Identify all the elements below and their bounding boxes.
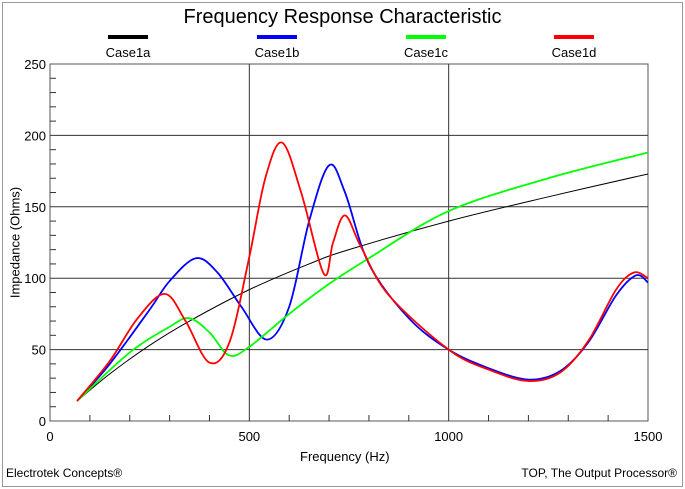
chart-title: Frequency Response Characteristic: [183, 6, 502, 28]
x-tick-label: 0: [46, 429, 53, 444]
legend-label: Case1a: [106, 45, 152, 60]
series-line-case1d: [76, 141, 649, 402]
footer-right: TOP, The Output Processor®: [521, 466, 677, 480]
y-tick-label: 0: [39, 414, 46, 429]
footer-left: Electrotek Concepts®: [6, 466, 123, 480]
series-line-case1a: [76, 173, 649, 402]
y-tick-label: 100: [24, 271, 46, 286]
y-tick-label: 50: [32, 343, 46, 358]
y-axis-label: Impedance (Ohms): [7, 186, 23, 299]
x-tick-label: 500: [238, 429, 260, 444]
y-tick-label: 250: [24, 57, 46, 72]
x-tick-label: 1500: [634, 429, 663, 444]
legend-label: Case1d: [552, 45, 597, 60]
plot-border: [49, 63, 649, 422]
x-axis-label: Frequency (Hz): [300, 449, 390, 464]
legend-label: Case1b: [255, 45, 300, 60]
x-tick-label: 1000: [434, 429, 463, 444]
legend-label: Case1c: [404, 45, 449, 60]
series-line-case1c: [76, 151, 649, 402]
series-line-case1b: [76, 163, 649, 402]
y-tick-label: 200: [24, 128, 46, 143]
y-tick-label: 150: [24, 200, 46, 215]
